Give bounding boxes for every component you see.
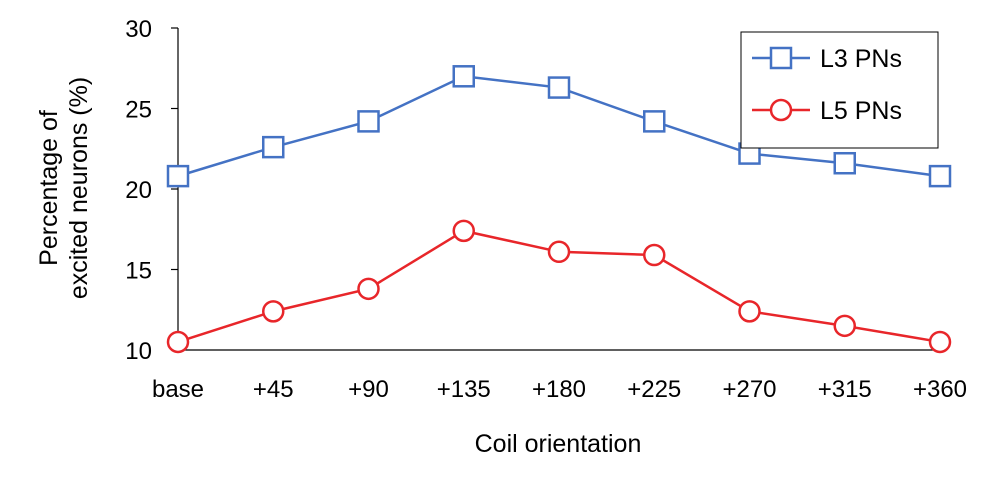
data-point [928, 164, 952, 188]
data-point [166, 330, 190, 354]
legend-swatch-marker [769, 98, 793, 122]
y-tick-label: 20 [125, 177, 152, 204]
data-point [643, 243, 666, 267]
x-tick-label: +225 [627, 376, 681, 403]
y-axis-title: Percentage of excited neurons (%) [35, 77, 93, 299]
y-tick-label: 30 [125, 16, 152, 43]
legend-swatch-marker [769, 46, 793, 70]
data-point [547, 240, 571, 264]
y-axis-title-line-2: excited neurons (%) [65, 77, 93, 299]
x-tick-label: +360 [913, 376, 967, 403]
x-axis-title: Coil orientation [475, 430, 642, 458]
legend: L3 PNs L5 PNs [740, 31, 939, 149]
y-tick-labels: 10 15 20 25 30 [125, 16, 178, 365]
x-tick-label: base [152, 376, 204, 403]
data-point [262, 300, 285, 323]
data-point [738, 300, 761, 323]
legend-items: L3 PNs L5 PNs [752, 45, 902, 125]
x-tick-label: +135 [437, 376, 491, 403]
x-tick-label: +180 [532, 376, 586, 403]
data-point [452, 65, 475, 88]
data-point [166, 164, 190, 188]
series-1 [166, 65, 952, 188]
y-axis-title-line-1: Percentage of [35, 110, 63, 266]
x-tick-labels: base +45 +90 +135 +180 +225 +270 +315 +360 [152, 376, 967, 403]
x-tick-label: +270 [722, 376, 776, 403]
series-2 [166, 219, 952, 354]
legend-label: L5 PNs [820, 97, 902, 125]
data-point [262, 135, 285, 159]
series-layer [166, 65, 952, 354]
data-point [547, 76, 571, 99]
legend-label: L3 PNs [820, 45, 902, 73]
data-point [357, 277, 380, 301]
x-tick-label: +90 [348, 376, 389, 403]
legend-item: L5 PNs [752, 97, 902, 125]
y-tick-label: 15 [125, 258, 152, 285]
data-point [357, 110, 380, 133]
legend-item: L3 PNs [752, 45, 902, 73]
data-point [928, 330, 952, 354]
y-tick-label: 25 [125, 97, 152, 124]
data-point [452, 219, 475, 243]
y-tick-label: 10 [125, 338, 152, 365]
x-tick-label: +315 [818, 376, 872, 403]
data-point [833, 314, 856, 338]
x-tick-label: +45 [253, 376, 294, 403]
data-point [643, 110, 666, 133]
data-point [833, 151, 856, 175]
